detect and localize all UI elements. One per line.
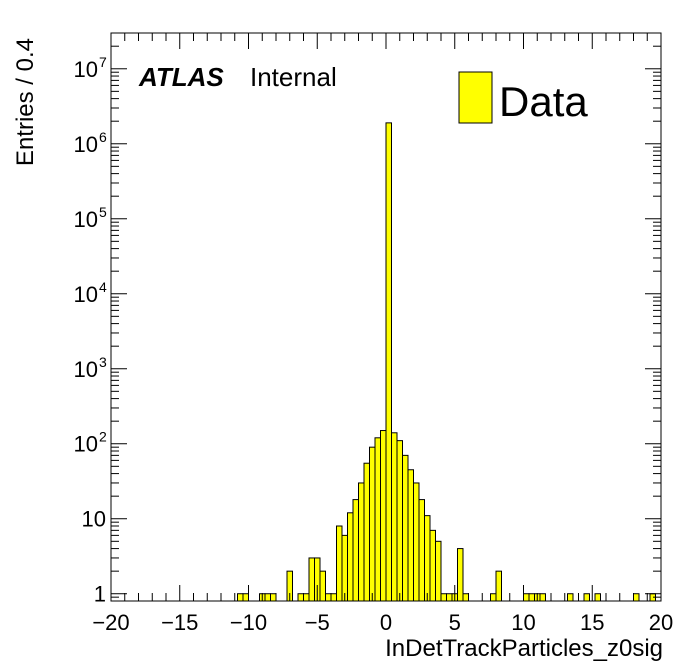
- y-tick-exponent: 5: [99, 204, 107, 220]
- histogram-bin: [396, 440, 403, 602]
- histogram-bin: [380, 430, 387, 602]
- plot-frame: [110, 32, 662, 602]
- histogram-bin: [440, 593, 447, 602]
- y-tick-label: 10: [82, 507, 106, 532]
- histogram-bin: [429, 529, 436, 602]
- x-tick-label: 0: [380, 610, 392, 635]
- histogram-bin: [490, 593, 497, 602]
- x-axis-title: InDetTrackParticles_z0sig: [385, 635, 663, 662]
- internal-label: Internal: [250, 62, 337, 92]
- y-tick-label: 10: [74, 282, 98, 307]
- histogram-bin: [358, 482, 365, 602]
- histogram-bin: [308, 557, 315, 602]
- y-tick-exponent: 2: [99, 429, 107, 445]
- x-tick-label: 5: [449, 610, 461, 635]
- x-tick-label: 20: [649, 610, 673, 635]
- y-tick-label: 10: [74, 57, 98, 82]
- histogram-bin: [270, 593, 277, 602]
- histogram-bin: [539, 593, 546, 602]
- atlas-label: ATLAS: [138, 62, 224, 92]
- y-tick-exponent: 4: [99, 279, 107, 295]
- histogram-bin: [297, 593, 304, 602]
- y-tick-label: 10: [74, 207, 98, 232]
- histogram-bin: [424, 515, 431, 602]
- y-tick-label: 10: [74, 432, 98, 457]
- histogram-bin: [567, 593, 574, 602]
- y-tick-label: 10: [74, 357, 98, 382]
- y-tick-exponent: 3: [99, 354, 107, 370]
- histogram-bin: [385, 122, 392, 602]
- y-tick-label: 10: [74, 132, 98, 157]
- histogram-bin: [369, 446, 376, 602]
- histogram-bin: [341, 534, 348, 602]
- histogram-bin: [523, 593, 530, 602]
- x-tick-label: 15: [580, 610, 604, 635]
- histogram-bin: [583, 593, 590, 602]
- histogram-bin: [413, 482, 420, 602]
- histogram-bin: [303, 593, 310, 602]
- histogram-bin: [347, 512, 354, 602]
- histogram-bin: [330, 593, 337, 602]
- x-tick-label: −10: [230, 610, 267, 635]
- x-tick-labels: −20 −15 −10 −5 0 5 10 15 20: [92, 610, 673, 635]
- histogram-bin: [363, 462, 370, 602]
- legend-swatch: [458, 71, 493, 124]
- histogram-bin: [407, 469, 414, 602]
- histogram-bin: [633, 593, 640, 602]
- y-tick-label: 1: [94, 582, 106, 607]
- histogram-bin: [446, 593, 453, 602]
- legend: Data: [458, 71, 588, 125]
- histogram-bin: [402, 454, 409, 602]
- histogram-bin: [374, 437, 381, 602]
- x-tick-label: −5: [305, 610, 330, 635]
- histogram-bin: [457, 548, 464, 602]
- x-tick-label: 10: [511, 610, 535, 635]
- histogram-bin: [336, 525, 343, 602]
- histogram-bin: [264, 593, 271, 602]
- histogram-bin: [325, 593, 332, 602]
- legend-label: Data: [499, 78, 588, 125]
- x-tick-label: −15: [161, 610, 198, 635]
- histogram-bin: [242, 593, 249, 602]
- histogram-bin: [435, 540, 442, 602]
- y-tick-exponent: 7: [99, 54, 107, 70]
- histogram-bin: [528, 593, 535, 602]
- histogram-bin: [352, 499, 359, 602]
- x-tick-label: −20: [92, 610, 129, 635]
- histogram-bin: [319, 570, 326, 602]
- histogram-bin: [237, 593, 244, 602]
- histogram-bin: [594, 593, 601, 602]
- histogram-bin: [391, 432, 398, 602]
- y-tick-exponent: 6: [99, 129, 107, 145]
- histogram-bin: [462, 593, 469, 602]
- histogram-bin: [418, 499, 425, 602]
- y-axis-title: Entries / 0.4: [12, 38, 39, 166]
- histogram-bin: [495, 570, 502, 602]
- axes: [110, 32, 662, 602]
